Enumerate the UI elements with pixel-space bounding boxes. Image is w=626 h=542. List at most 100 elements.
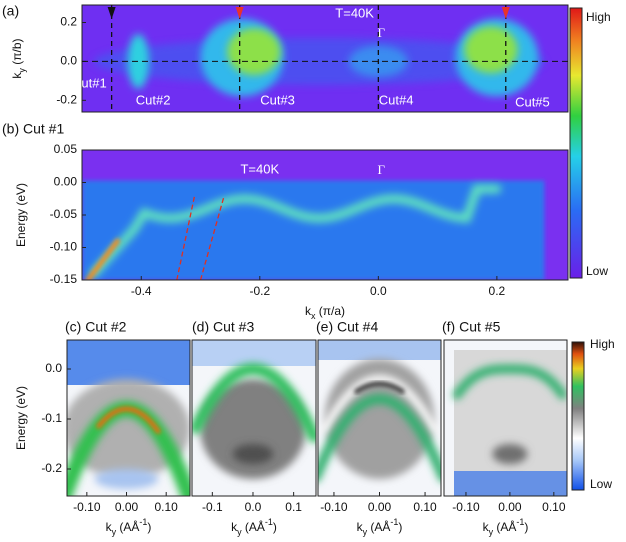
label-part: (π/a) [315, 304, 345, 318]
intensity [67, 379, 190, 479]
x-tick-label: -0.10 [320, 500, 348, 514]
colorbar-label: High [590, 337, 615, 351]
x-tick-label: 0.0 [245, 500, 262, 514]
annotation: Cut#4 [379, 92, 414, 107]
label-part: ) [273, 520, 277, 534]
plot-frame [66, 339, 191, 497]
panel-label: (e) Cut #4 [316, 319, 378, 335]
annotation: Γ [378, 162, 386, 177]
label-part: (AÅ [367, 519, 390, 534]
cut-arrow [107, 7, 116, 19]
annotation: Cut#2 [136, 92, 171, 107]
label-part: -1 [516, 517, 524, 527]
heatmap [444, 340, 567, 496]
guide-line [199, 195, 225, 280]
x-axis-label: ky (AÅ-1) [106, 517, 152, 537]
label-part: Energy (eV) [14, 386, 28, 450]
annotation: Cut#5 [515, 94, 550, 109]
colorbar [569, 7, 583, 279]
y-tick-label: -0.1 [41, 411, 62, 425]
x-tick-label: 0.00 [368, 500, 392, 514]
y-tick-label: -0.2 [41, 461, 62, 475]
label-part: (AÅ [493, 519, 516, 534]
intensity [192, 363, 316, 443]
heatmap [82, 5, 568, 112]
label-part: Energy (eV) [14, 183, 28, 247]
y-tick-label: -0.10 [50, 240, 78, 254]
heatmap [67, 340, 190, 496]
x-tick-label: 0.2 [489, 284, 506, 298]
intensity [232, 444, 274, 464]
y-axis-label: ky (π/b) [10, 38, 27, 78]
y-tick-label: -0.15 [50, 272, 78, 286]
label-part: y [112, 527, 117, 537]
cut-arrow [501, 7, 510, 19]
intensity [318, 340, 441, 360]
cut-arrow [235, 7, 244, 19]
intensity [85, 238, 121, 280]
panel-label: (f) Cut #5 [442, 319, 501, 335]
intensity [67, 340, 190, 385]
x-tick-label: 0.0 [370, 284, 387, 298]
panel-label: (d) Cut #3 [192, 319, 254, 335]
label-part: y [237, 527, 242, 537]
label-part: (π/b) [10, 38, 24, 68]
label-part: y [17, 68, 27, 73]
x-tick-label: -0.2 [249, 284, 270, 298]
intensity [192, 340, 316, 366]
label-part: y [489, 527, 494, 537]
x-tick-label: -0.1 [202, 500, 223, 514]
intensity [464, 26, 518, 74]
intensity [96, 406, 161, 434]
colorbar-label: High [586, 10, 611, 24]
label-part: (AÅ [116, 519, 139, 534]
intensity [89, 184, 502, 278]
panel-label: (b) Cut #1 [2, 121, 64, 137]
x-tick-label: -0.10 [452, 500, 480, 514]
label-part: y [363, 527, 368, 537]
label-part: k [357, 520, 364, 534]
x-tick-label: 0.00 [115, 500, 139, 514]
label-part: ) [398, 520, 402, 534]
x-axis-label: ky (AÅ-1) [231, 517, 277, 537]
intensity [492, 444, 528, 464]
heatmap [318, 340, 441, 496]
intensity [354, 381, 405, 394]
plot-frame [443, 339, 568, 497]
label-part: -1 [139, 517, 147, 527]
x-tick-label: 0.10 [413, 500, 437, 514]
y-tick-label: 0.00 [54, 175, 78, 189]
annotation: Cut#3 [260, 92, 295, 107]
panel-label: (a) [2, 3, 19, 19]
colorbar [571, 341, 585, 491]
x-tick-label: 0.10 [155, 500, 179, 514]
intensity [452, 364, 567, 400]
guide-line [176, 195, 196, 280]
intensity [94, 469, 159, 489]
y-tick-label: 0.0 [60, 54, 77, 68]
label-part: k [231, 520, 238, 534]
label-part: k [10, 72, 24, 79]
colorbar-label: Low [590, 477, 612, 491]
y-tick-label: -0.2 [56, 92, 77, 106]
label-part: k [483, 520, 490, 534]
panel-label: (c) Cut #2 [65, 319, 127, 335]
y-tick-label: 0.0 [45, 361, 62, 375]
y-tick-label: 0.05 [54, 142, 78, 156]
label-part: (AÅ [242, 519, 265, 534]
x-tick-label: 0.10 [542, 500, 566, 514]
heatmap [82, 150, 568, 280]
annotation: T=40K [240, 161, 279, 176]
label-part: x [311, 311, 316, 321]
intensity [227, 28, 281, 76]
x-axis-label: ky (AÅ-1) [483, 517, 529, 537]
y-axis-label: Energy (eV) [14, 183, 28, 247]
label-part: -1 [390, 517, 398, 527]
intensity [82, 180, 545, 280]
label-part: k [305, 304, 312, 318]
y-tick-label: 0.2 [60, 15, 77, 29]
x-axis-label: ky (AÅ-1) [357, 517, 403, 537]
label-part: k [106, 520, 113, 534]
intensity [318, 393, 441, 482]
